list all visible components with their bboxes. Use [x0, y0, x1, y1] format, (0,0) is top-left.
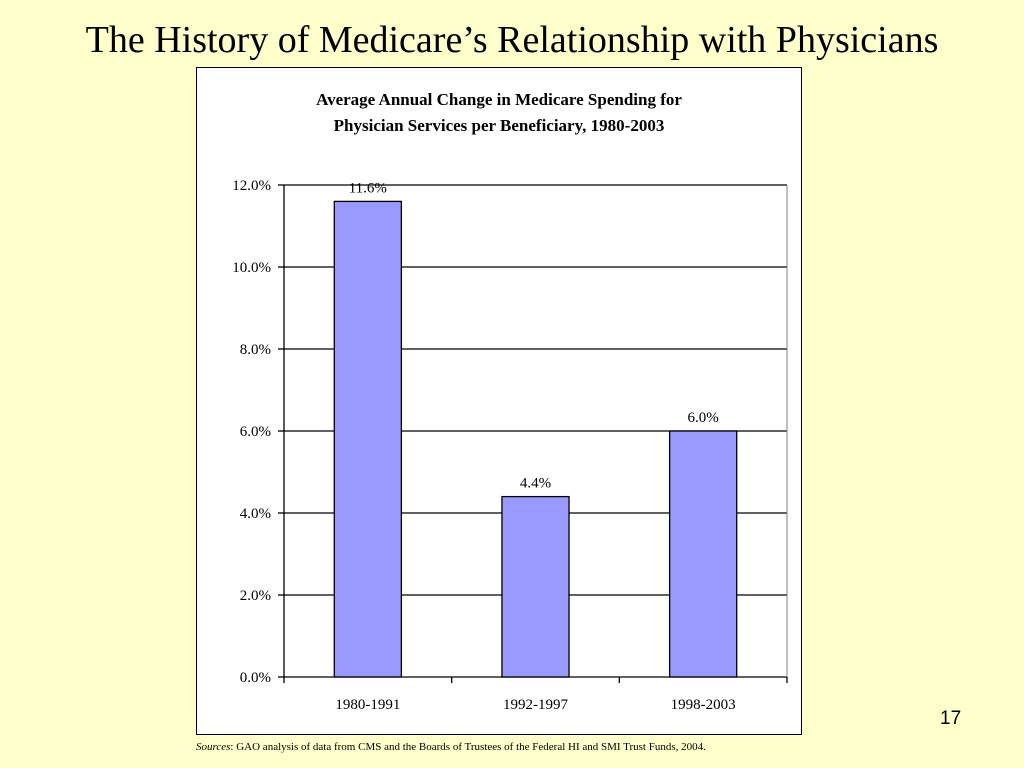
y-tick-label: 10.0%: [232, 260, 271, 276]
data-label: 6.0%: [688, 410, 719, 426]
x-tick-label: 1992-1997: [503, 697, 568, 713]
data-label: 11.6%: [349, 180, 387, 196]
chart-title: Average Annual Change in Medicare Spendi…: [316, 90, 682, 135]
y-tick-label: 4.0%: [240, 506, 271, 522]
y-axis-tick-labels: 0.0% 2.0% 4.0% 6.0% 8.0% 10.0% 12.0%: [232, 178, 271, 686]
slide-title: The History of Medicare’s Relationship w…: [85, 19, 939, 61]
y-tick-label: 0.0%: [240, 670, 271, 686]
chart-container: Average Annual Change in Medicare Spendi…: [196, 67, 802, 735]
bar-chart: Average Annual Change in Medicare Spendi…: [232, 90, 788, 713]
chart-title-line: Physician Services per Beneficiary, 1980…: [334, 116, 665, 135]
sources-label: Sources: [196, 741, 231, 753]
bar: [333, 200, 403, 678]
sources-text: : GAO analysis of data from CMS and the …: [230, 741, 706, 753]
x-tick-label: 1980-1991: [335, 697, 400, 713]
y-tick-label: 12.0%: [232, 178, 271, 194]
data-label: 4.4%: [520, 476, 551, 492]
chart-title-line: Average Annual Change in Medicare Spendi…: [316, 90, 682, 109]
y-tick-label: 8.0%: [240, 342, 271, 358]
y-tick-label: 2.0%: [240, 588, 271, 604]
x-axis-tick-labels: 1980-1991 1992-1997 1998-2003: [335, 697, 735, 713]
bar: [501, 495, 570, 678]
page-number: 17: [940, 708, 962, 729]
x-tick-label: 1998-2003: [671, 697, 736, 713]
y-tick-label: 6.0%: [240, 424, 271, 440]
bar: [668, 430, 738, 678]
sources-note: Sources: GAO analysis of data from CMS a…: [196, 741, 706, 753]
data-labels: 11.6% 4.4% 6.0%: [349, 180, 719, 491]
bars: [333, 200, 738, 678]
